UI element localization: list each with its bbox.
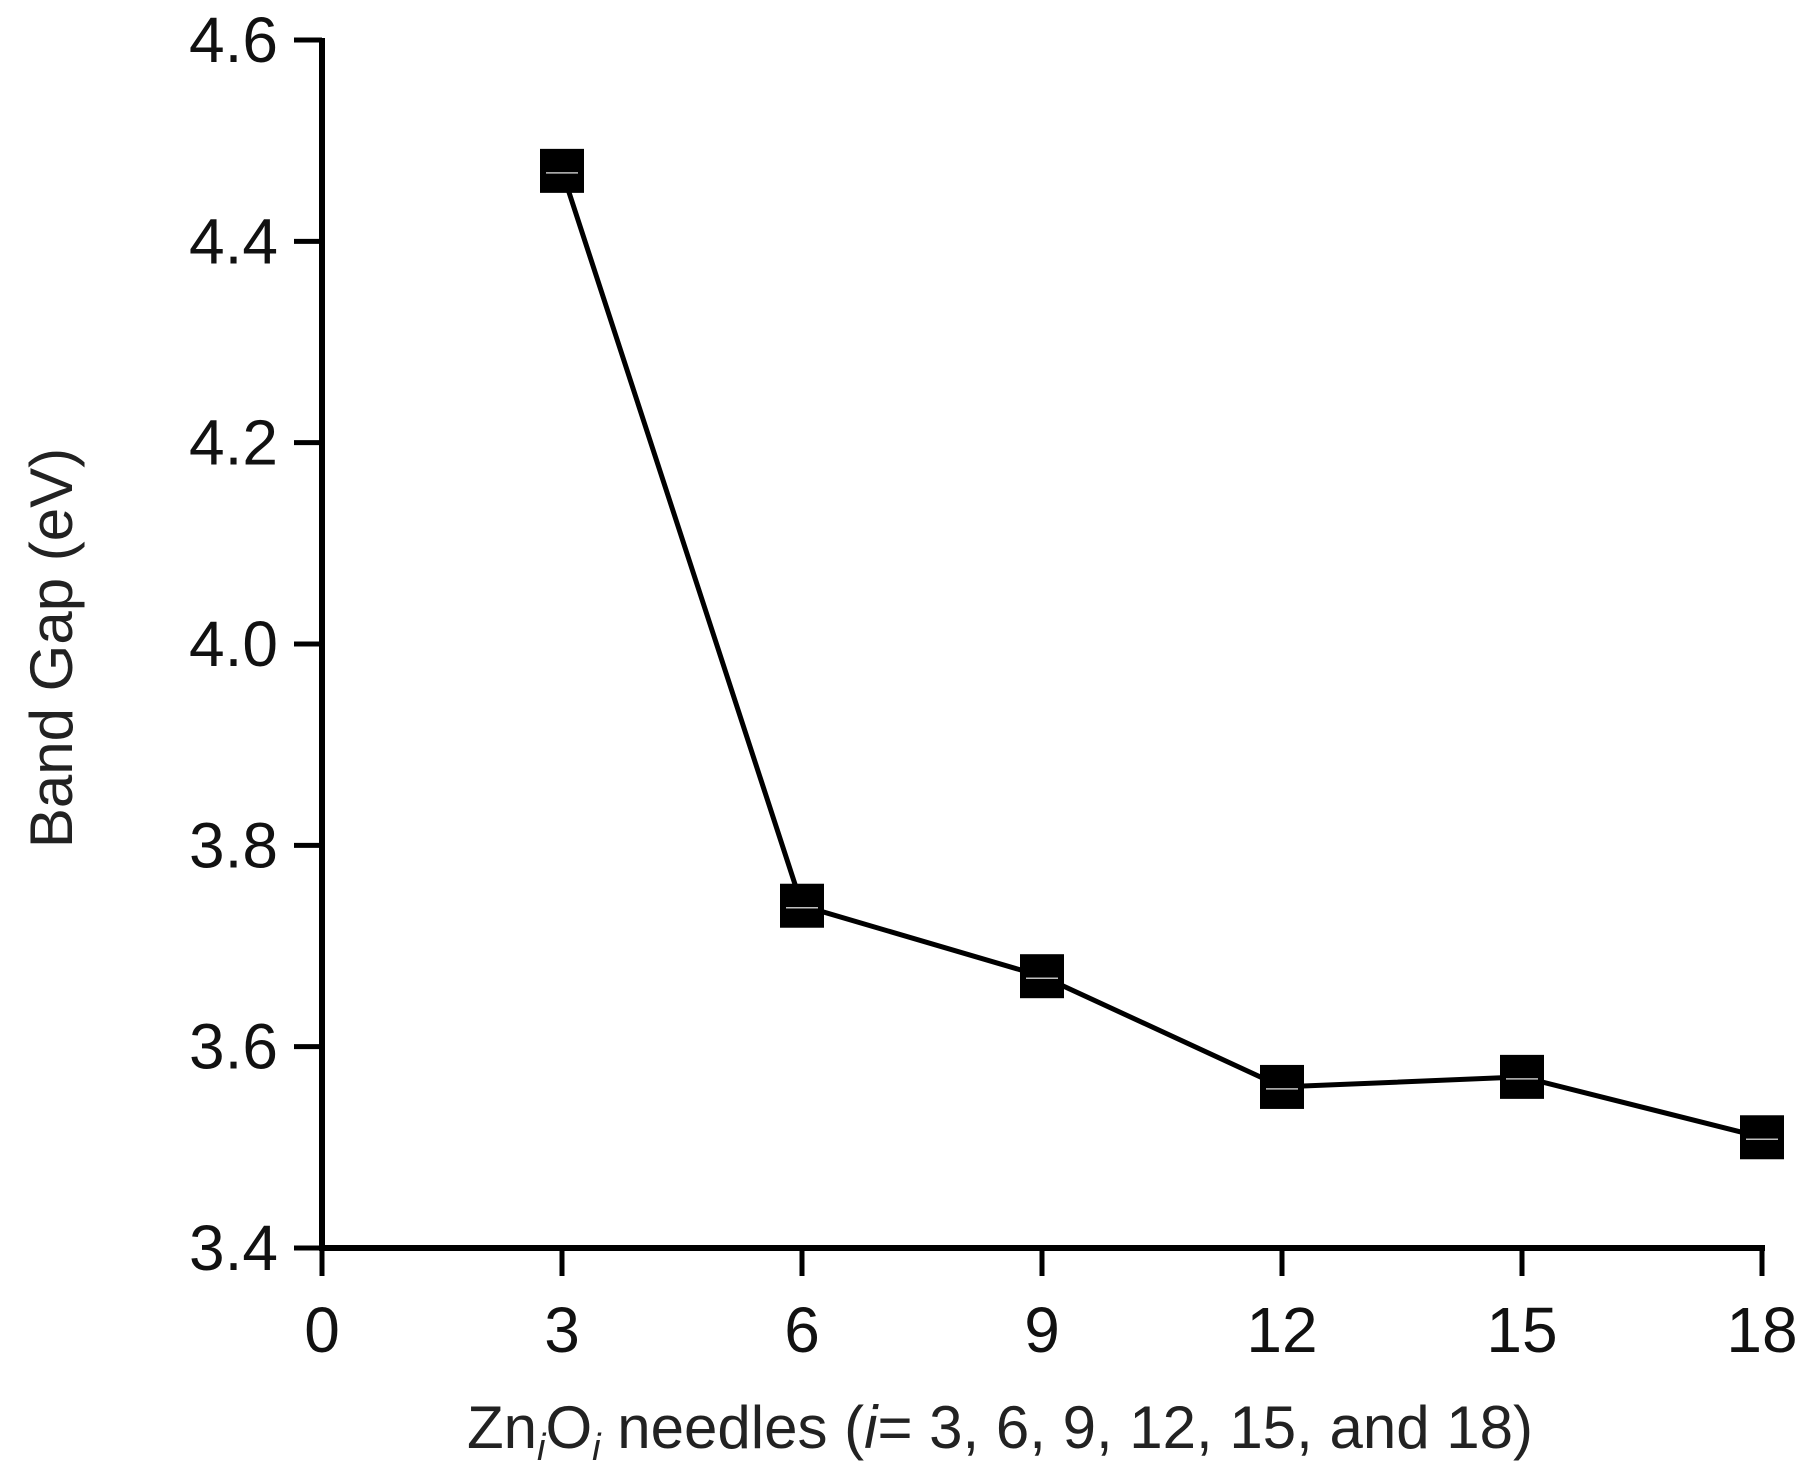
x-tick-label: 18 [1726, 1294, 1797, 1366]
data-point [1260, 1064, 1304, 1109]
data-point [1740, 1115, 1784, 1160]
x-axis-label-part: i [592, 1427, 602, 1469]
x-tick-label: 12 [1246, 1294, 1317, 1366]
x-axis-label-part: O [546, 1394, 593, 1461]
data-point [1020, 954, 1064, 999]
y-tick-label: 3.4 [189, 1212, 278, 1284]
x-tick-label: 15 [1486, 1294, 1557, 1366]
x-axis-label: ZniOi needles (i= 3, 6, 9, 12, 15, and 1… [467, 1394, 1533, 1469]
x-axis-label-part: i [537, 1427, 547, 1469]
data-point [540, 148, 584, 193]
x-tick-label: 9 [1024, 1294, 1060, 1366]
y-tick-label: 4.4 [189, 205, 278, 277]
series-layer [540, 148, 1784, 1160]
x-axis-label-part: Zn [467, 1394, 537, 1461]
data-point [780, 883, 824, 928]
y-tick-label: 3.8 [189, 809, 278, 881]
x-axis-label-part: i [864, 1394, 879, 1461]
series-line [559, 170, 1763, 1140]
x-axis-label-part: = 3, 6, 9, 12, 15, and 18) [877, 1394, 1533, 1461]
x-tick-label: 0 [304, 1294, 340, 1366]
x-tick-label: 3 [544, 1294, 580, 1366]
y-tick-label: 4.0 [189, 608, 278, 680]
x-axis-label-part: needles ( [601, 1394, 865, 1461]
x-tick-label: 6 [784, 1294, 820, 1366]
axis-labels: Band Gap (eV) ZniOi needles (i= 3, 6, 9,… [18, 448, 1533, 1469]
y-tick-label: 3.6 [189, 1011, 278, 1083]
axes: 3.4 3.6 3.8 4.0 4.2 4.4 4.6 0 3 6 9 12 15 18 [189, 4, 1798, 1366]
y-axis-label: Band Gap (eV) [18, 448, 85, 848]
data-point [1500, 1054, 1544, 1099]
y-tick-label: 4.6 [189, 4, 278, 76]
y-tick-label: 4.2 [189, 407, 278, 479]
